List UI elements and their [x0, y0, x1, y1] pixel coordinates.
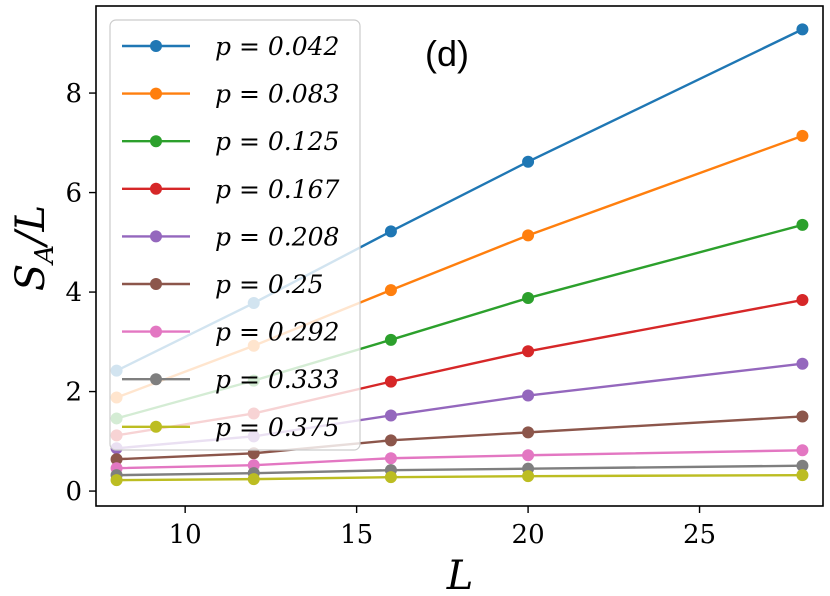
data-point	[796, 459, 809, 472]
y-tick-label: 8	[65, 79, 82, 109]
data-point	[796, 410, 809, 423]
data-point	[796, 129, 809, 142]
data-point	[522, 449, 535, 462]
legend-label: p = 0.292	[215, 318, 339, 347]
legend-marker	[150, 182, 162, 195]
data-point	[384, 375, 397, 388]
legend-item: p = 0.125	[122, 127, 339, 156]
legend-label: p = 0.25	[215, 270, 324, 299]
legend: p = 0.042 p = 0.083 p = 0.125 p = 0.167 p = …	[109, 19, 361, 451]
legend-marker	[150, 135, 162, 148]
y-tick-label: 6	[65, 179, 82, 209]
legend-label: p = 0.125	[215, 127, 339, 156]
data-point	[384, 225, 397, 238]
legend-marker	[150, 278, 162, 290]
legend-marker	[150, 230, 162, 243]
plot-frame	[95, 5, 824, 507]
legend-item: p = 0.333	[122, 365, 339, 394]
data-point	[522, 426, 535, 439]
data-point	[384, 471, 397, 484]
y-axis-title: SA/L	[8, 205, 60, 291]
data-point	[796, 294, 809, 307]
legend-box	[109, 19, 361, 451]
legend-item: p = 0.25	[122, 270, 324, 299]
y-tick-label: 2	[65, 378, 82, 408]
x-tick-label: 20	[512, 520, 545, 550]
series-8	[110, 459, 809, 482]
y-axis-title-main: S	[8, 264, 54, 291]
x-axis-title: L	[446, 553, 474, 596]
data-point	[384, 409, 397, 422]
legend-marker	[150, 325, 162, 338]
legend-label: p = 0.375	[215, 413, 339, 442]
x-tick-label: 25	[683, 520, 716, 550]
legend-marker	[150, 87, 162, 100]
y-axis-title-tail: /L	[8, 205, 54, 249]
data-point	[110, 453, 123, 466]
legend-label: p = 0.208	[215, 222, 339, 251]
legend-label: p = 0.333	[215, 365, 339, 394]
legend-item: p = 0.292	[122, 318, 339, 347]
data-point	[796, 23, 809, 36]
y-tick-label: 4	[65, 278, 82, 308]
panel-label: (d)	[425, 33, 469, 74]
data-point	[110, 474, 123, 487]
data-point	[384, 434, 397, 447]
x-tick-label: 10	[169, 520, 202, 550]
data-point	[522, 229, 535, 242]
legend-item: p = 0.375	[122, 413, 339, 442]
legend-label: p = 0.042	[215, 32, 339, 61]
data-point	[522, 345, 535, 358]
data-point	[384, 284, 397, 297]
data-point	[522, 470, 535, 483]
data-point	[796, 444, 809, 457]
legend-marker	[150, 420, 162, 433]
data-point	[522, 389, 535, 402]
data-point	[796, 218, 809, 231]
y-axis-title-sub: A	[30, 245, 60, 266]
legend-item: p = 0.208	[122, 222, 339, 251]
y-tick-label: 0	[65, 477, 82, 507]
legend-item: p = 0.083	[122, 80, 339, 109]
data-point	[796, 469, 809, 482]
x-tick-label: 15	[340, 520, 373, 550]
series-line	[116, 473, 803, 482]
legend-marker	[150, 373, 162, 386]
data-point	[247, 473, 260, 486]
series-9	[110, 469, 809, 487]
data-point	[522, 155, 535, 168]
data-point	[384, 452, 397, 465]
data-point	[384, 333, 397, 346]
ticks: 10 15 20 25 0 2 4 6 8	[65, 79, 716, 550]
legend-label: p = 0.083	[215, 80, 339, 109]
data-point	[522, 292, 535, 305]
data-point	[796, 357, 809, 370]
legend-item: p = 0.167	[122, 175, 340, 204]
series-line	[116, 449, 803, 470]
legend-label: p = 0.167	[215, 175, 340, 204]
legend-marker	[150, 40, 162, 52]
legend-item: p = 0.042	[122, 32, 339, 61]
